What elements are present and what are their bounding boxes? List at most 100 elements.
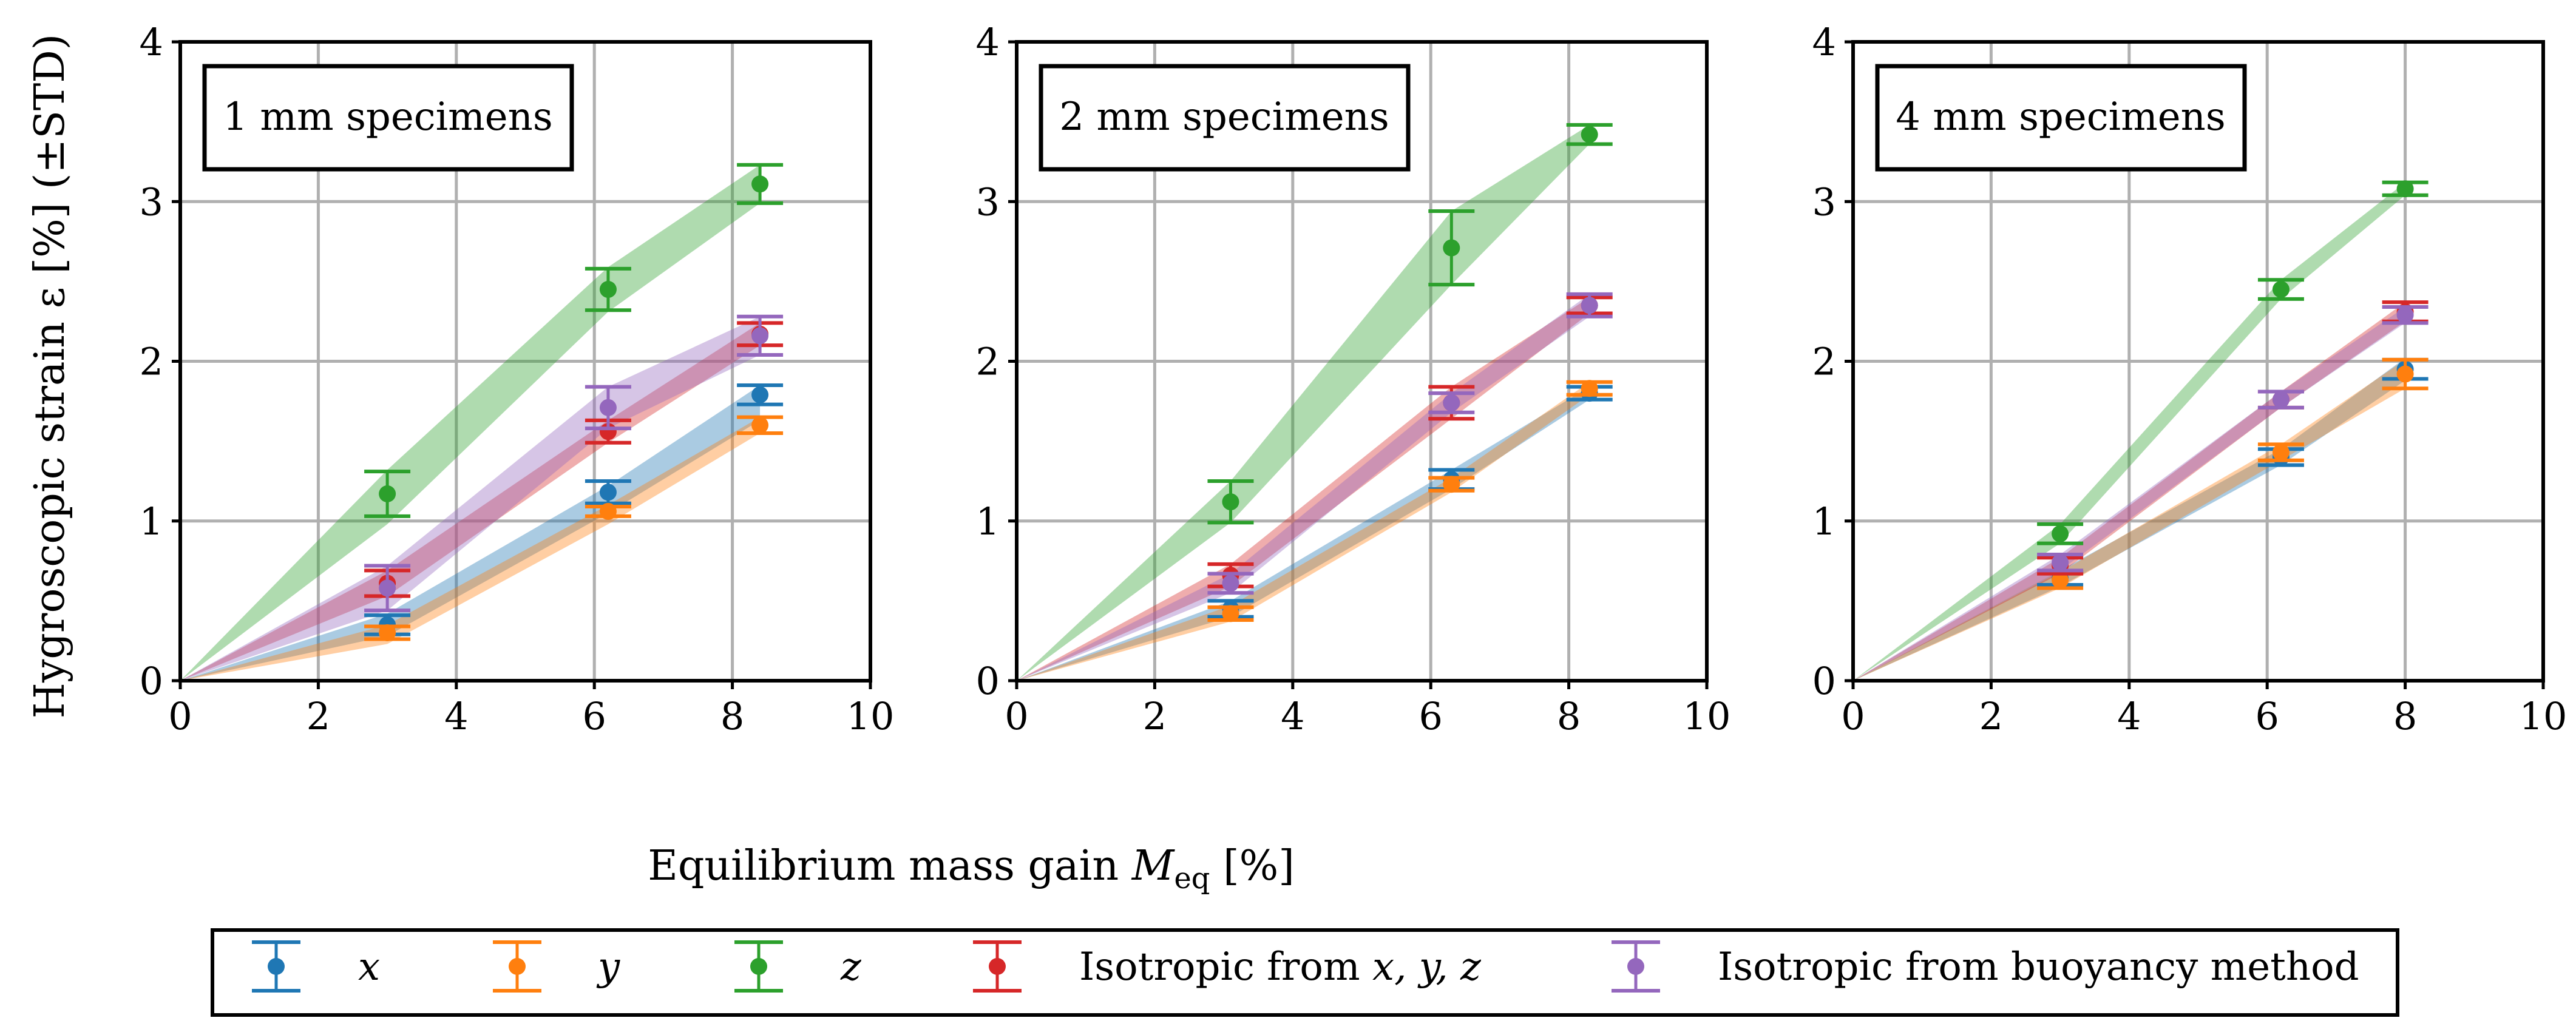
point-y [737, 415, 784, 435]
x-tick-label: 4 [444, 694, 468, 738]
legend-item-isotropic: Isotropic from x, y, z [973, 940, 1482, 993]
legend-marker-x [252, 940, 300, 993]
legend-item-z: z [734, 940, 862, 993]
point-y [1207, 605, 1254, 622]
point-buoyancy [364, 564, 411, 613]
x-tick-label: 4 [2117, 694, 2141, 738]
panel-3: 0 2 4 6 8 10 0 1 2 3 4 4 mm specimens [1812, 20, 2568, 738]
point-z [1207, 479, 1254, 525]
data-marker [599, 399, 617, 416]
data-marker [2396, 306, 2414, 324]
data-marker [599, 484, 617, 501]
y-tick-label: 2 [976, 340, 1000, 384]
legend-label-y: y [596, 945, 620, 989]
legend: x y z Isotropic from x, y, z Isotropic f… [211, 928, 2399, 1017]
point-buoyancy [585, 385, 631, 431]
point-z [1566, 123, 1613, 146]
legend-marker-y [493, 940, 541, 993]
legend-dot [750, 958, 767, 975]
point-buoyancy [737, 314, 784, 357]
y-tick-label: 4 [1812, 20, 1836, 64]
point-y [1428, 476, 1475, 493]
x-tick-label: 6 [1418, 694, 1442, 738]
legend-item-x: x [252, 940, 380, 993]
point-z [2037, 522, 2084, 545]
y-tick-label: 0 [1812, 659, 1836, 703]
legend-item-buoyancy: Isotropic from buoyancy method [1612, 940, 2359, 993]
legend-label-isotropic: Isotropic from x, y, z [1079, 945, 1482, 989]
point-buoyancy [1207, 571, 1254, 595]
panel-1: 0 2 4 6 8 10 0 1 2 3 4 1 mm specimens [140, 20, 895, 738]
y-tick-label: 1 [1812, 499, 1836, 544]
data-marker [379, 579, 396, 597]
point-z [737, 163, 784, 205]
data-marker [2396, 180, 2414, 198]
data-marker [1581, 126, 1598, 143]
point-buoyancy [2037, 553, 2084, 573]
legend-label-buoyancy: Isotropic from buoyancy method [1718, 945, 2359, 989]
point-buoyancy [1566, 292, 1613, 319]
point-y [585, 502, 631, 520]
data-marker [599, 281, 617, 298]
point-buoyancy [2257, 389, 2304, 410]
band-z [1853, 182, 2405, 681]
panel-title-box [1875, 64, 2247, 172]
y-tick-label: 2 [1812, 340, 1836, 384]
data-marker [2272, 391, 2290, 408]
data-marker [1581, 297, 1598, 314]
y-tick-label: 2 [140, 340, 163, 384]
y-tick-label: 1 [140, 499, 163, 544]
data-marker [1443, 239, 1460, 257]
data-marker [1222, 493, 1239, 511]
x-axis-label-symbol: M [1131, 842, 1176, 890]
point-buoyancy [2382, 305, 2429, 325]
data-marker [379, 624, 396, 642]
point-x [737, 383, 784, 406]
point-z [2257, 278, 2304, 301]
x-tick-label: 6 [582, 694, 606, 738]
legend-marker-isotropic [973, 940, 1022, 993]
y-tick-label: 4 [140, 20, 163, 64]
data-marker [1222, 605, 1239, 622]
x-tick-label: 0 [1841, 694, 1865, 738]
panel-title: 2 mm specimens [1059, 95, 1389, 140]
y-tick-label: 0 [976, 659, 1000, 703]
data-marker [2052, 554, 2069, 571]
x-axis-label-suffix: [%] [1210, 842, 1295, 890]
x-tick-label: 10 [2520, 694, 2568, 738]
panel-title: 4 mm specimens [1896, 95, 2225, 140]
data-marker [1443, 476, 1460, 493]
x-axis-label-subscript: eq [1174, 861, 1210, 895]
point-z [1428, 209, 1475, 287]
legend-frame [211, 928, 2399, 1017]
x-tick-label: 2 [1143, 694, 1167, 738]
y-tick-label: 3 [976, 180, 1000, 224]
data-marker [599, 502, 617, 520]
data-marker [751, 327, 769, 345]
legend-dot [268, 958, 285, 975]
data-marker [2272, 443, 2290, 461]
point-y [2382, 357, 2429, 391]
x-tick-label: 2 [1979, 694, 2003, 738]
data-marker [1581, 380, 1598, 397]
y-tick-label: 3 [1812, 180, 1836, 224]
y-tick-label: 0 [140, 659, 163, 703]
y-axis-label: Hygroscopic strain ε [%] (±STD) [26, 34, 74, 719]
data-marker [2272, 281, 2290, 298]
legend-item-y: y [493, 940, 620, 993]
y-tick-label: 4 [976, 20, 1000, 64]
point-z [364, 470, 411, 518]
data-marker [751, 175, 769, 193]
legend-marker-buoyancy [1612, 940, 1660, 993]
legend-dot [1627, 958, 1644, 975]
data-marker [1443, 394, 1460, 411]
x-tick-label: 6 [2255, 694, 2279, 738]
y-tick-label: 3 [140, 180, 163, 224]
legend-label-isotropic-prefix: Isotropic from [1079, 945, 1372, 989]
legend-dot [509, 958, 526, 975]
x-tick-label: 10 [1683, 694, 1731, 738]
point-z [585, 266, 631, 312]
data-marker [2052, 525, 2069, 542]
point-y [364, 624, 411, 642]
